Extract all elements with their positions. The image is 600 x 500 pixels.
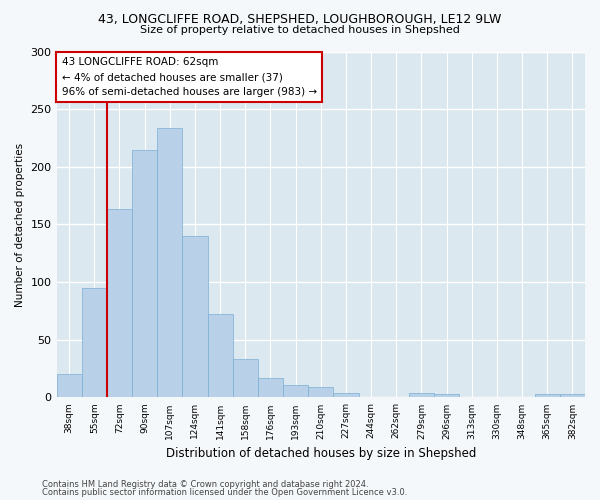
X-axis label: Distribution of detached houses by size in Shepshed: Distribution of detached houses by size … [166, 447, 476, 460]
Text: Size of property relative to detached houses in Shepshed: Size of property relative to detached ho… [140, 25, 460, 35]
Bar [308, 387, 334, 398]
Bar [56, 374, 82, 398]
Text: Contains public sector information licensed under the Open Government Licence v3: Contains public sector information licen… [42, 488, 407, 497]
Bar [233, 360, 258, 398]
Bar [409, 393, 434, 398]
Bar [334, 393, 359, 398]
Text: 43 LONGCLIFFE ROAD: 62sqm
← 4% of detached houses are smaller (37)
96% of semi-d: 43 LONGCLIFFE ROAD: 62sqm ← 4% of detach… [62, 58, 317, 97]
Y-axis label: Number of detached properties: Number of detached properties [15, 142, 25, 306]
Bar [182, 236, 208, 398]
Bar [132, 150, 157, 398]
Bar [107, 210, 132, 398]
Bar [560, 394, 585, 398]
Bar [434, 394, 459, 398]
Bar [82, 288, 107, 398]
Bar [258, 378, 283, 398]
Bar [157, 128, 182, 398]
Text: Contains HM Land Registry data © Crown copyright and database right 2024.: Contains HM Land Registry data © Crown c… [42, 480, 368, 489]
Bar [535, 394, 560, 398]
Bar [208, 314, 233, 398]
Bar [283, 384, 308, 398]
Text: 43, LONGCLIFFE ROAD, SHEPSHED, LOUGHBOROUGH, LE12 9LW: 43, LONGCLIFFE ROAD, SHEPSHED, LOUGHBORO… [98, 12, 502, 26]
